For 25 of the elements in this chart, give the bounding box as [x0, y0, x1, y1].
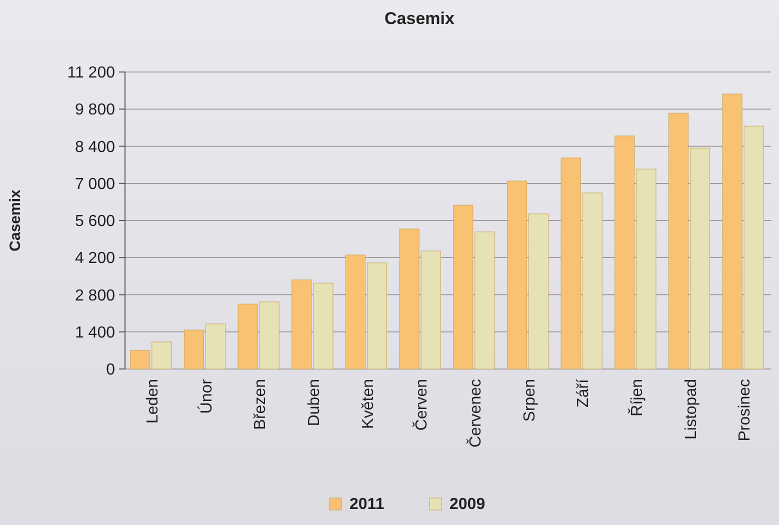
- y-tick-label: 11 200: [67, 64, 116, 82]
- x-tick-label: Únor: [197, 378, 216, 414]
- y-tick-label: 2 800: [74, 287, 116, 304]
- y-axis-title: Casemix: [7, 188, 24, 252]
- legend-label: 2011: [350, 496, 384, 513]
- y-tick-label: 5 600: [74, 213, 116, 230]
- x-tick-label: Červenec: [466, 379, 485, 448]
- x-tick-label: Prosinec: [736, 379, 754, 442]
- y-tick-label: 8 400: [74, 138, 116, 156]
- y-tick-label: 4 200: [74, 250, 116, 268]
- x-tick-label: Leden: [144, 379, 162, 424]
- y-tick-label: 7 000: [74, 176, 116, 193]
- chart-title: Casemix: [384, 9, 456, 28]
- x-tick-label: Srpen: [521, 379, 538, 422]
- y-tick-label: 9 800: [74, 102, 116, 119]
- x-tick-label: Říjen: [628, 379, 646, 416]
- x-tick-label: Červen: [412, 379, 431, 431]
- y-tick-label: 1 400: [74, 324, 116, 342]
- x-tick-label: Duben: [306, 379, 324, 426]
- x-tick-label: Listopad: [682, 379, 700, 440]
- legend-label: 2009: [450, 496, 486, 513]
- x-tick-label: Březen: [252, 379, 270, 430]
- x-tick-label: Září: [575, 378, 592, 408]
- y-tick-label: 0: [106, 362, 116, 379]
- x-tick-label: Květen: [360, 379, 377, 429]
